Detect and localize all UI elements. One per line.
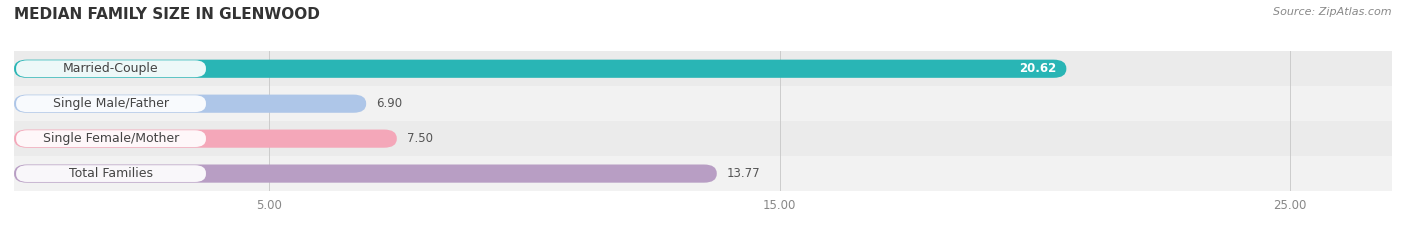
Text: 13.77: 13.77 [727, 167, 761, 180]
Text: MEDIAN FAMILY SIZE IN GLENWOOD: MEDIAN FAMILY SIZE IN GLENWOOD [14, 7, 321, 22]
FancyBboxPatch shape [15, 165, 205, 182]
Text: 6.90: 6.90 [377, 97, 402, 110]
FancyBboxPatch shape [14, 121, 1392, 156]
Text: Married-Couple: Married-Couple [63, 62, 159, 75]
Text: Total Families: Total Families [69, 167, 153, 180]
FancyBboxPatch shape [15, 130, 205, 147]
FancyBboxPatch shape [14, 164, 717, 183]
Text: 20.62: 20.62 [1019, 62, 1056, 75]
Text: Single Female/Mother: Single Female/Mother [44, 132, 179, 145]
FancyBboxPatch shape [14, 51, 1392, 86]
FancyBboxPatch shape [15, 95, 205, 112]
FancyBboxPatch shape [14, 86, 1392, 121]
FancyBboxPatch shape [14, 60, 1066, 78]
FancyBboxPatch shape [14, 95, 366, 113]
Text: Single Male/Father: Single Male/Father [53, 97, 169, 110]
FancyBboxPatch shape [15, 60, 205, 77]
FancyBboxPatch shape [14, 156, 1392, 191]
Text: 7.50: 7.50 [406, 132, 433, 145]
Text: Source: ZipAtlas.com: Source: ZipAtlas.com [1274, 7, 1392, 17]
FancyBboxPatch shape [14, 130, 396, 148]
